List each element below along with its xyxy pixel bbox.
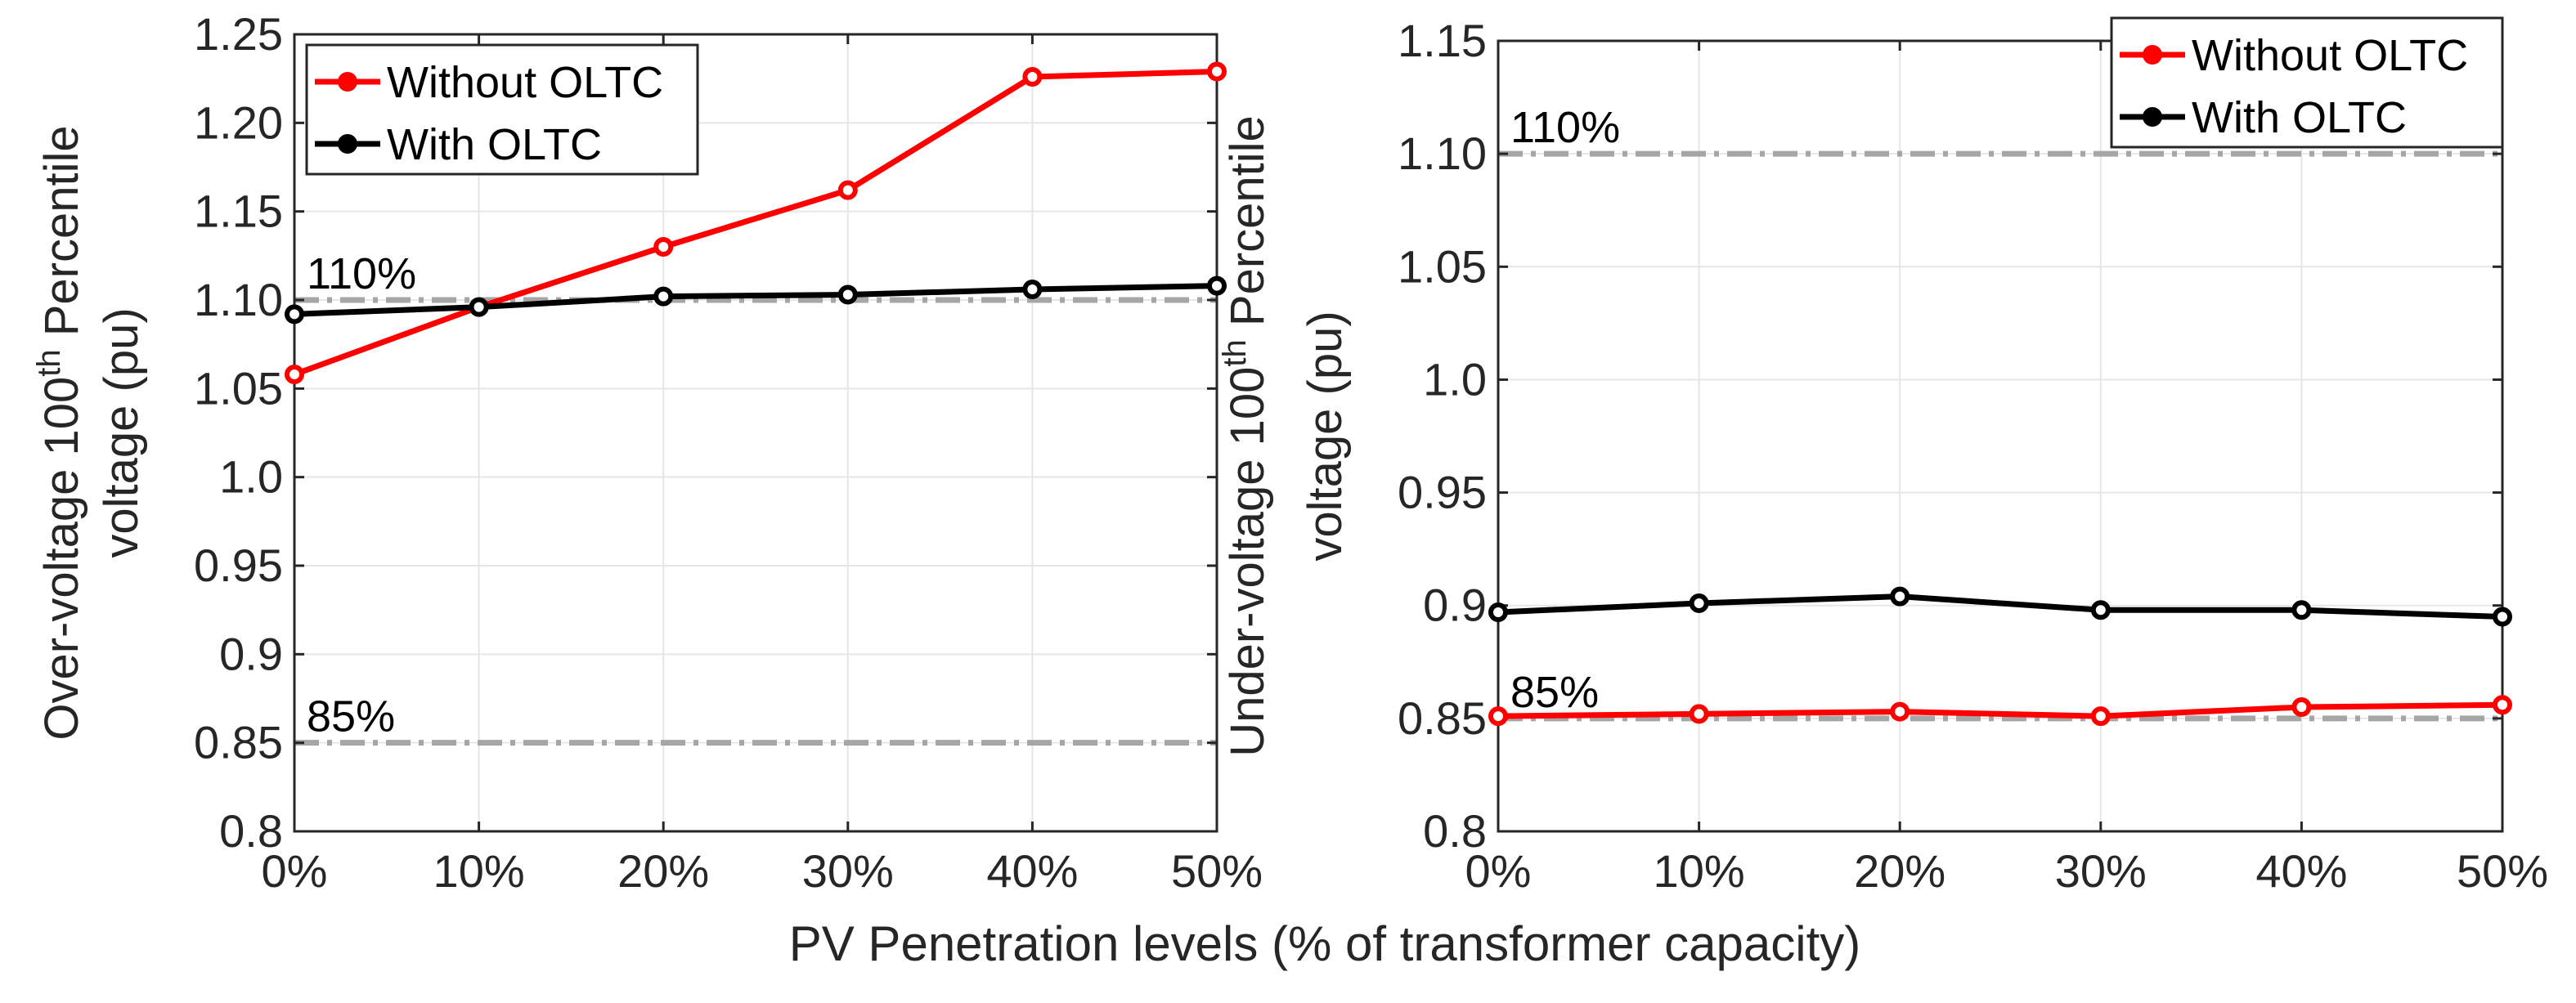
reference-label-85pct: 85% [307, 692, 395, 741]
y-tick-label: 1.05 [1398, 240, 1487, 292]
data-point-with-oltc [1488, 602, 1508, 623]
legend-box [305, 43, 699, 176]
legend-label-with-oltc: With OLTC [387, 120, 602, 169]
x-tick-label: 30% [2055, 845, 2147, 897]
data-point-with-oltc [1207, 275, 1227, 296]
y-tick-label: 1.15 [194, 186, 283, 237]
data-point-with-oltc [1689, 593, 1709, 613]
reference-label-110pct: 110% [1510, 103, 1620, 152]
y-axis-label-line1: Over-voltage 100th Percentile [31, 125, 88, 740]
legend-box [2110, 16, 2504, 149]
series-line-with-oltc [1497, 593, 2503, 620]
y-axis-label-line2: voltage (pu) [1299, 311, 1352, 561]
over-voltage-chart: 110% 85% 0.8 0.85 0.9 0.95 1.0 1.05 1.10 1.15 1.20… [31, 8, 1263, 897]
data-point-without-oltc [2291, 697, 2312, 718]
data-point-with-oltc [1890, 586, 1910, 607]
legend-marker-without-oltc [2143, 45, 2162, 65]
data-point-without-oltc [837, 180, 858, 200]
x-tick-label: 20% [1854, 845, 1945, 897]
y-axis-label-superscript: th [1217, 339, 1253, 366]
y-tick-label: 1.0 [219, 451, 283, 503]
data-point-without-oltc [653, 237, 674, 257]
y-axis-label-suffix: Percentile [1221, 115, 1274, 339]
x-tick-label: 0% [262, 845, 328, 897]
x-tick-label: 10% [433, 845, 525, 897]
legend-label-without-oltc: Without OLTC [387, 58, 663, 107]
data-point-without-oltc [1890, 701, 1910, 722]
y-axis-label-prefix: Over-voltage 100 [35, 377, 88, 741]
y-tick-label: 1.10 [1398, 128, 1487, 179]
data-point-without-oltc [1207, 61, 1227, 82]
y-tick-label: 0.95 [1398, 467, 1487, 518]
y-tick-label: 1.25 [194, 8, 283, 60]
data-point-without-oltc [1689, 704, 1709, 724]
x-axis-label: PV Penetration levels (% of transformer … [789, 916, 1861, 971]
series-line-with-oltc [294, 283, 1218, 317]
legend-marker-without-oltc [338, 72, 357, 92]
y-tick-label: 1.15 [1398, 15, 1487, 66]
under-voltage-chart: 110% 85% 0.8 0.85 0.9 0.95 1.0 1.05 1.10 1.15 0% 10… [1217, 15, 2548, 897]
y-axis-label-suffix: Percentile [35, 125, 88, 349]
series-line-without-oltc [293, 69, 1218, 378]
data-point-with-oltc [2291, 600, 2312, 620]
x-tick-label: 10% [1654, 845, 1745, 897]
data-point-without-oltc [2090, 706, 2111, 727]
data-point-without-oltc [285, 365, 304, 384]
reference-label-110pct: 110% [307, 249, 416, 298]
data-point-with-oltc [837, 284, 858, 305]
x-tick-label: 50% [2457, 845, 2548, 897]
x-tick-label: 40% [986, 845, 1078, 897]
reference-label-85pct: 85% [1510, 668, 1599, 717]
y-tick-label: 1.20 [194, 96, 283, 148]
axes-box [1497, 39, 2504, 833]
y-tick-label: 1.10 [194, 274, 283, 325]
y-axis-label-line2: voltage (pu) [95, 307, 148, 557]
data-point-with-oltc [469, 297, 489, 317]
x-tick-label: 50% [1171, 845, 1263, 897]
data-point-without-oltc [1022, 67, 1043, 87]
y-axis-label-line1: Under-voltage 100th Percentile [1217, 115, 1274, 757]
y-axis-label-superscript: th [31, 349, 67, 376]
legend-marker-with-oltc [2143, 107, 2162, 127]
data-point-with-oltc [1022, 280, 1043, 299]
x-tick-label: 0% [1465, 845, 1532, 897]
y-tick-label: 1.05 [194, 362, 283, 414]
legend-label-without-oltc: Without OLTC [2192, 31, 2468, 80]
y-axis-label-prefix: Under-voltage 100 [1221, 367, 1274, 757]
y-tick-label: 0.9 [219, 628, 283, 679]
data-point-with-oltc [653, 286, 674, 307]
legend-marker-with-oltc [338, 134, 357, 154]
series-line-without-oltc [1497, 701, 2503, 719]
y-tick-label: 0.9 [1423, 580, 1487, 631]
x-tick-label: 30% [802, 845, 894, 897]
y-tick-label: 0.8 [1423, 805, 1487, 857]
x-tick-label: 20% [617, 845, 709, 897]
data-point-without-oltc [1488, 706, 1508, 727]
y-tick-label: 1.0 [1423, 353, 1487, 405]
x-tick-label: 40% [2255, 845, 2347, 897]
y-tick-label: 0.85 [194, 717, 283, 768]
data-point-with-oltc [2493, 607, 2512, 627]
axes-box [293, 33, 1218, 833]
data-point-without-oltc [2493, 695, 2512, 715]
data-point-with-oltc [285, 304, 304, 325]
y-tick-label: 0.8 [219, 805, 283, 857]
y-tick-label: 0.95 [194, 540, 283, 591]
legend-label-with-oltc: With OLTC [2192, 93, 2407, 142]
y-tick-label: 0.85 [1398, 692, 1487, 744]
data-point-with-oltc [2090, 600, 2111, 620]
